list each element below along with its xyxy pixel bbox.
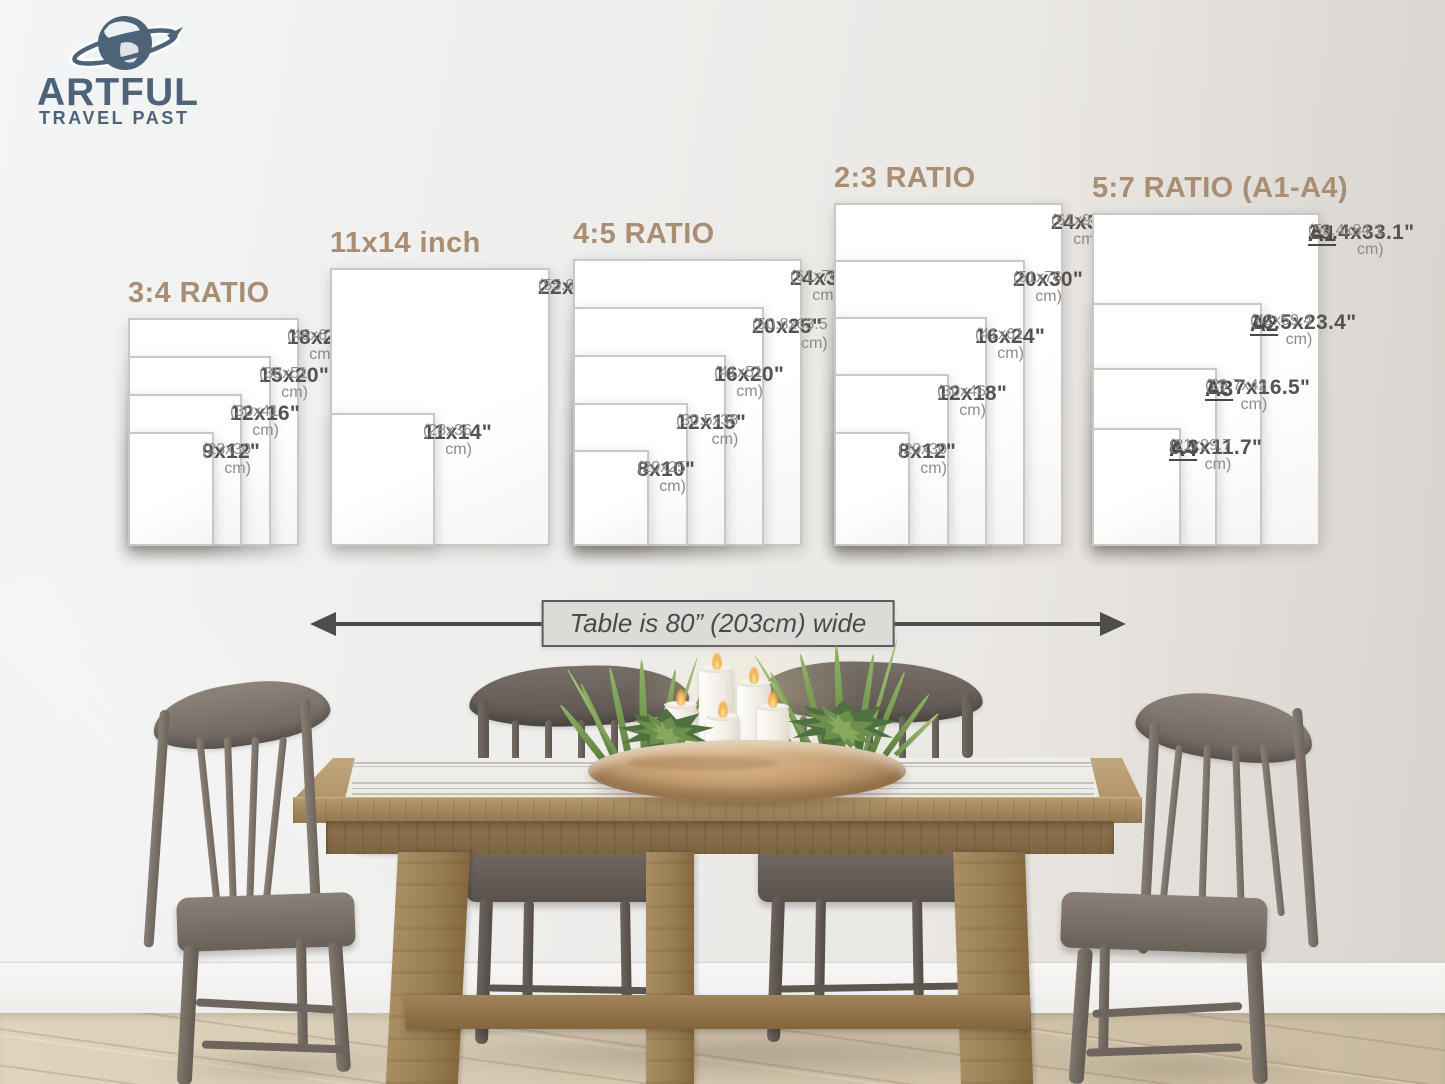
size-inches: 12x15" <box>676 411 747 434</box>
brand-logo: ARTFUL TRAVEL PAST <box>25 5 245 135</box>
size-cm: (51x76 cm) <box>1013 269 1062 305</box>
size-inches: 11.7x16.5" <box>1205 376 1311 399</box>
size-cm: (38x51 cm) <box>259 365 308 401</box>
chair-right-front-cstr <box>1092 1002 1243 1018</box>
size-cm: (30.5x38 cm) <box>676 412 739 448</box>
group-title-2-3-ratio: 2:3 RATIO <box>834 162 976 194</box>
size-cm: (41x61 cm) <box>975 326 1024 362</box>
chair-right-front-rail <box>1131 683 1318 772</box>
chair-center-left-spindle <box>578 720 585 764</box>
size-cm: (28x36 cm) <box>423 422 472 458</box>
poster-8.3x11.7: A4 8.3x11.7" (21x29.7 cm) <box>1092 428 1262 546</box>
series-label-a2: A2 <box>1250 311 1279 336</box>
series-label-a1: A1 <box>1308 221 1337 246</box>
chair-right-front-spindle <box>1260 744 1285 917</box>
chair-right-front-cleg <box>1068 947 1093 1084</box>
candle-flame <box>718 701 728 718</box>
table-stretcher <box>406 995 1030 1029</box>
chair-right-front-cleg <box>1246 949 1269 1084</box>
chair-center-left-spindle <box>512 720 519 764</box>
group-title-3-4-ratio: 3:4 RATIO <box>128 277 270 309</box>
size-cm: (21x29.7 cm) <box>1169 437 1232 473</box>
candle-flame <box>675 689 686 706</box>
size-cm: (41x51 cm) <box>714 364 763 400</box>
chair-right-front-spindle <box>1232 744 1246 920</box>
size-inches: 20x30" <box>1013 268 1084 291</box>
poster-8x12: 8x12" (20x30 cm) <box>834 432 956 546</box>
group-title-11x14-inch: 11x14 inch <box>330 227 481 259</box>
chair-floor-shadow <box>150 1050 415 1082</box>
candle-flame <box>768 691 778 708</box>
chair-left-front-spindle <box>245 736 259 918</box>
size-inches: 8x12" <box>898 440 957 463</box>
size-cm: (50.8x63.5 cm) <box>752 316 828 352</box>
size-inches: 12x16" <box>230 402 301 425</box>
size-inches: 23.4x33.1" <box>1308 221 1415 244</box>
chair-left-front-cstr <box>195 998 336 1014</box>
group-title-4-5-ratio: 4:5 RATIO <box>573 218 715 250</box>
chair-left-front-seat <box>176 891 356 953</box>
size-cm: (20x25 cm) <box>637 459 686 495</box>
chair-right-front-spindle <box>1158 744 1183 917</box>
size-inches: 12x18" <box>937 382 1008 405</box>
size-inches: 16x20" <box>714 363 785 386</box>
chair-right-front-seat <box>1060 891 1268 955</box>
size-inches: 20x25" <box>752 315 823 338</box>
wooden-bowl <box>588 740 906 802</box>
size-inches: 9x12" <box>202 440 261 463</box>
candle-flame <box>711 653 722 670</box>
chair-left-front-spindle <box>261 736 287 915</box>
chair-right-front-cleg <box>1098 943 1110 1055</box>
size-cm: (30x46 cm) <box>937 383 986 419</box>
size-cm: (59.4x84.1 cm) <box>1308 222 1384 258</box>
size-cm: (29.7x42 cm) <box>1205 377 1268 413</box>
series-label-a4: A4 <box>1169 436 1198 461</box>
size-inches: 11x14" <box>423 421 492 444</box>
chair-right-front-cstr <box>1086 1043 1243 1057</box>
series-label-a3: A3 <box>1205 376 1234 401</box>
size-cm: (20x30 cm) <box>898 441 947 477</box>
chair-center-right-post <box>962 692 973 758</box>
table-leg-inner <box>646 852 694 1084</box>
chair-center-right-spindle <box>932 716 939 760</box>
table-width-label: Table is 80” (203cm) wide <box>541 600 895 647</box>
chair-center-left-spindle <box>545 720 552 764</box>
size-cm: (42x59.4 cm) <box>1250 312 1313 348</box>
size-inches: 16.5x23.4" <box>1250 311 1357 334</box>
table-width-arrow: Table is 80” (203cm) wide <box>310 600 1126 650</box>
arrow-head-right-icon <box>1100 612 1126 636</box>
size-cm: (61x76 cm) <box>790 268 839 304</box>
chair-left-front-cleg <box>296 937 308 1051</box>
size-cm: (30x41 cm) <box>230 403 279 439</box>
size-inches: 8x10" <box>637 458 696 481</box>
chair-left-front-post <box>143 709 170 948</box>
brand-subname: TRAVEL PAST <box>39 108 190 128</box>
size-cm: (23x30 cm) <box>202 441 251 477</box>
size-inches: 15x20" <box>259 364 330 387</box>
poster-8x10: 8x10" (20x25 cm) <box>573 450 695 546</box>
size-cm: (46x61 cm) <box>287 327 336 363</box>
chair-left-front-cleg <box>176 944 199 1084</box>
chair-left-front-cstr <box>201 1040 348 1054</box>
group-title-5-7-ratio-a1-a4: 5:7 RATIO (A1-A4) <box>1092 172 1349 204</box>
globe-orbit-icon <box>69 16 183 70</box>
chair-right-front-spindle <box>1197 744 1211 920</box>
arrow-head-left-icon <box>310 612 336 636</box>
chair-center-left-spindle <box>611 720 618 764</box>
poster-11x14: 11x14" (28x36 cm) <box>330 413 492 546</box>
poster-9x12: 9x12" (23x30 cm) <box>128 432 260 546</box>
chair-left-front-spindle <box>196 736 222 915</box>
table-apron <box>326 821 1114 854</box>
chair-center-left-post <box>478 700 489 762</box>
size-inches: 16x24" <box>975 325 1046 348</box>
size-inches: 8.3x11.7" <box>1169 436 1263 459</box>
brand-name: ARTFUL <box>37 71 199 114</box>
chair-left-front-spindle <box>224 736 238 918</box>
candle-flame <box>749 667 759 684</box>
chair-center-right-spindle <box>899 716 906 760</box>
